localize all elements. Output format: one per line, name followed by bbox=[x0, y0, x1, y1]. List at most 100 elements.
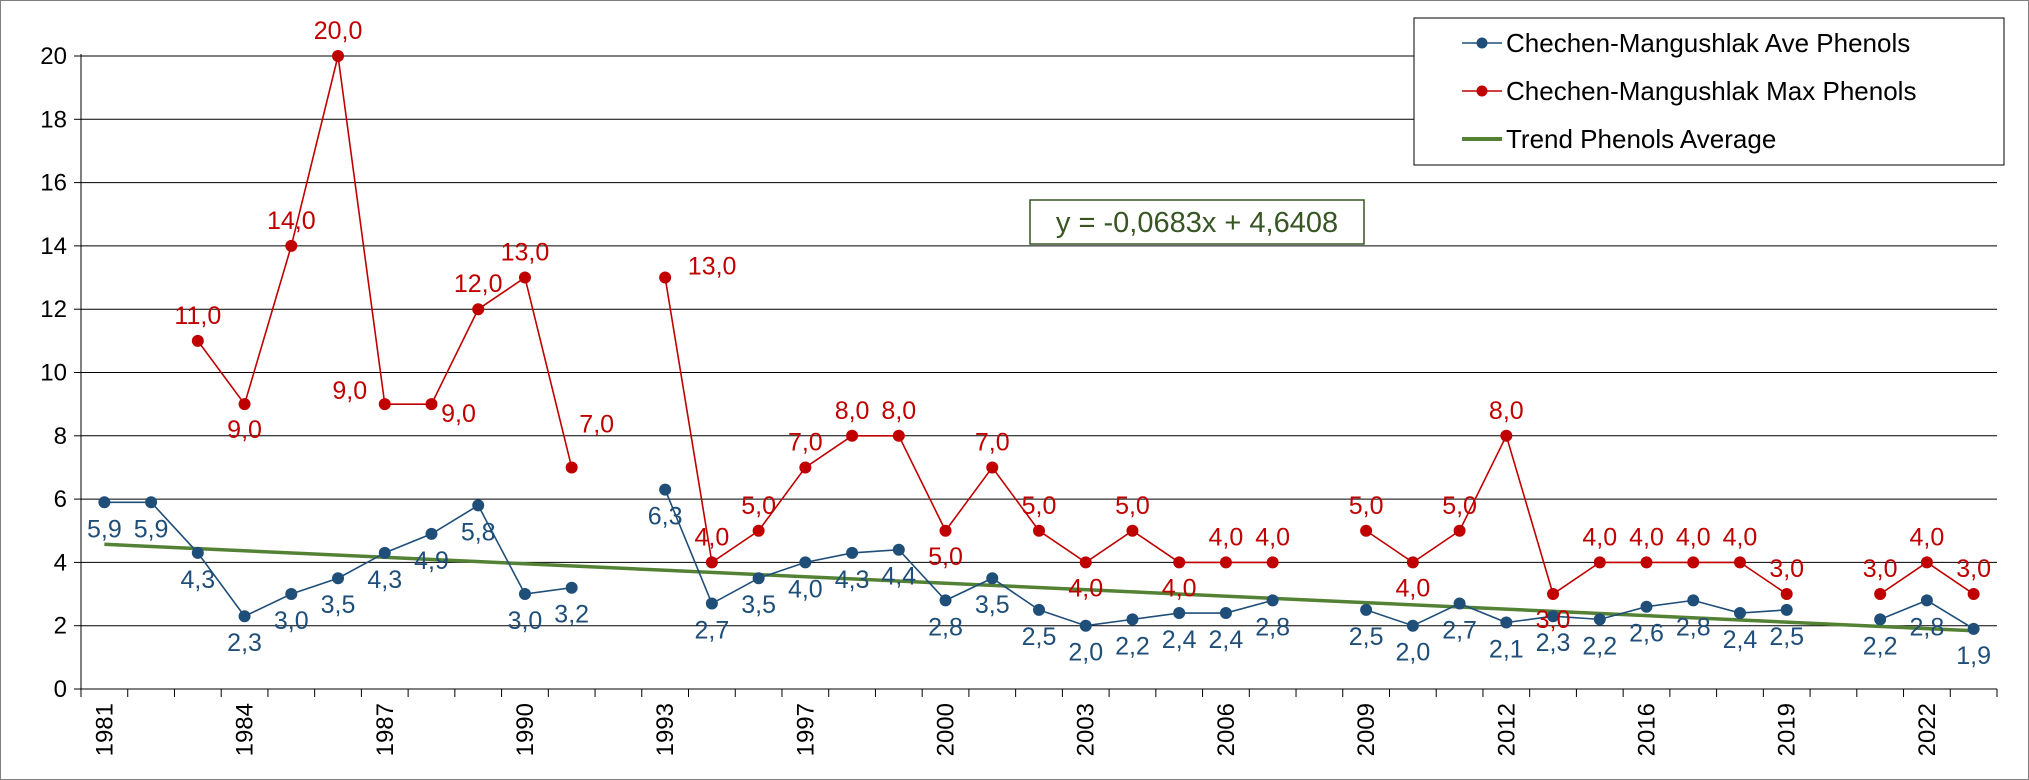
data-label-avg: 2,5 bbox=[1022, 623, 1057, 651]
data-point-avg bbox=[1173, 607, 1186, 620]
data-point-max bbox=[1219, 556, 1232, 569]
legend-item-ave: Chechen-Mangushlak Ave Phenols bbox=[1462, 28, 1910, 58]
series-layer bbox=[98, 50, 1980, 635]
data-label-avg: 5,8 bbox=[461, 518, 496, 546]
data-point-max bbox=[1547, 588, 1560, 601]
data-point-max bbox=[986, 461, 999, 474]
data-label-avg: 2,8 bbox=[1255, 613, 1290, 641]
data-point-max bbox=[285, 239, 298, 252]
x-tick-label: 2006 bbox=[1213, 703, 1240, 756]
data-point-avg bbox=[191, 546, 204, 559]
series-line-avg bbox=[664, 489, 1273, 627]
data-label-max: 4,0 bbox=[1723, 523, 1758, 551]
data-point-max bbox=[799, 461, 812, 474]
data-point-avg bbox=[1547, 610, 1560, 623]
data-point-avg bbox=[846, 546, 859, 559]
data-point-avg bbox=[1500, 616, 1513, 629]
data-label-max: 5,0 bbox=[928, 543, 963, 571]
data-label-max: 5,0 bbox=[1442, 492, 1477, 520]
data-label-avg: 2,2 bbox=[1863, 632, 1898, 660]
data-label-avg: 3,2 bbox=[554, 601, 589, 629]
data-point-max bbox=[1033, 524, 1045, 537]
data-label-max: 20,0 bbox=[314, 17, 363, 45]
data-point-max bbox=[191, 334, 204, 347]
data-label-max: 4,0 bbox=[1676, 523, 1711, 551]
data-point-avg bbox=[518, 588, 531, 601]
data-point-avg bbox=[986, 572, 999, 585]
data-point-avg bbox=[565, 581, 578, 594]
data-label-max: 9,0 bbox=[441, 400, 476, 428]
x-tick-label: 2016 bbox=[1634, 703, 1661, 756]
data-point-max bbox=[1266, 556, 1279, 569]
data-label-avg: 2,0 bbox=[1068, 639, 1103, 667]
data-point-max bbox=[518, 271, 531, 284]
data-point-max bbox=[846, 429, 859, 442]
x-tick-label: 1981 bbox=[91, 703, 118, 756]
y-tick-label: 4 bbox=[54, 549, 67, 576]
data-point-avg bbox=[1079, 619, 1092, 632]
series-line-max bbox=[664, 277, 1273, 564]
data-label-avg: 2,2 bbox=[1582, 632, 1617, 660]
legend-label-trend: Trend Phenols Average bbox=[1506, 124, 1776, 154]
data-label-avg: 5,9 bbox=[134, 515, 169, 543]
data-label-max: 8,0 bbox=[881, 397, 916, 425]
data-point-avg bbox=[1967, 622, 1980, 635]
legend-item-trend: Trend Phenols Average bbox=[1462, 124, 1776, 154]
data-label-avg: 2,3 bbox=[227, 629, 262, 657]
data-point-avg bbox=[1780, 603, 1793, 616]
data-point-avg bbox=[752, 572, 765, 585]
data-label-max: 5,0 bbox=[1022, 492, 1057, 520]
y-tick-label: 0 bbox=[54, 676, 67, 703]
data-label-max: 11,0 bbox=[174, 302, 221, 330]
data-point-max bbox=[1126, 524, 1139, 537]
trend-equation: y = -0,0683x + 4,6408 bbox=[1056, 207, 1338, 239]
data-label-avg: 4,9 bbox=[414, 547, 449, 575]
data-point-avg bbox=[1687, 594, 1700, 607]
data-label-avg: 4,3 bbox=[835, 566, 870, 594]
data-labels: 5,9 5,94,32,33,03,54,34,95,83,0 3,26,32,73… bbox=[87, 17, 1991, 670]
legend-marker-max bbox=[1476, 85, 1488, 97]
data-point-max bbox=[1500, 429, 1513, 442]
data-point-max bbox=[378, 398, 391, 411]
data-label-avg: 2,4 bbox=[1723, 626, 1758, 654]
data-label-avg: 2,8 bbox=[1676, 613, 1711, 641]
data-label-max: 4,0 bbox=[1209, 523, 1244, 551]
data-label-avg: 1,9 bbox=[1956, 642, 1991, 670]
data-label-max: 3,0 bbox=[1536, 606, 1571, 634]
data-point-max bbox=[1079, 556, 1092, 569]
data-label-avg: 2,5 bbox=[1769, 623, 1804, 651]
data-label-avg: 2,2 bbox=[1115, 632, 1150, 660]
data-label-avg: 2,5 bbox=[1349, 623, 1384, 651]
x-tick-label: 2012 bbox=[1493, 703, 1520, 756]
data-label-avg: 2,4 bbox=[1209, 626, 1244, 654]
data-point-avg bbox=[98, 496, 111, 509]
data-point-avg bbox=[1733, 607, 1746, 620]
data-point-avg bbox=[1406, 619, 1419, 632]
data-label-max: 4,0 bbox=[1255, 523, 1290, 551]
data-point-avg bbox=[1219, 607, 1232, 620]
data-point-max bbox=[565, 461, 578, 474]
data-point-avg bbox=[892, 543, 905, 556]
data-point-avg bbox=[145, 496, 158, 509]
data-point-max bbox=[472, 303, 485, 316]
y-tick-label: 10 bbox=[40, 360, 67, 387]
data-label-avg: 2,7 bbox=[694, 617, 729, 645]
data-label-avg: 2,4 bbox=[1162, 626, 1197, 654]
data-point-avg bbox=[1266, 594, 1279, 607]
data-label-avg: 6,3 bbox=[648, 503, 683, 531]
data-point-max bbox=[1173, 556, 1186, 569]
data-label-avg: 3,5 bbox=[741, 591, 776, 619]
data-point-avg bbox=[332, 572, 345, 585]
data-point-max bbox=[752, 524, 765, 537]
y-tick-label: 12 bbox=[40, 296, 67, 323]
y-tick-label: 16 bbox=[40, 170, 67, 197]
data-point-max bbox=[1687, 556, 1700, 569]
data-label-max: 13,0 bbox=[688, 253, 737, 281]
data-point-max bbox=[1593, 556, 1606, 569]
y-tick-label: 20 bbox=[40, 43, 67, 70]
data-point-avg bbox=[939, 594, 952, 607]
x-tick-label: 1987 bbox=[372, 703, 399, 756]
x-tick-label: 2000 bbox=[933, 703, 960, 756]
data-label-max: 4,0 bbox=[1629, 523, 1664, 551]
